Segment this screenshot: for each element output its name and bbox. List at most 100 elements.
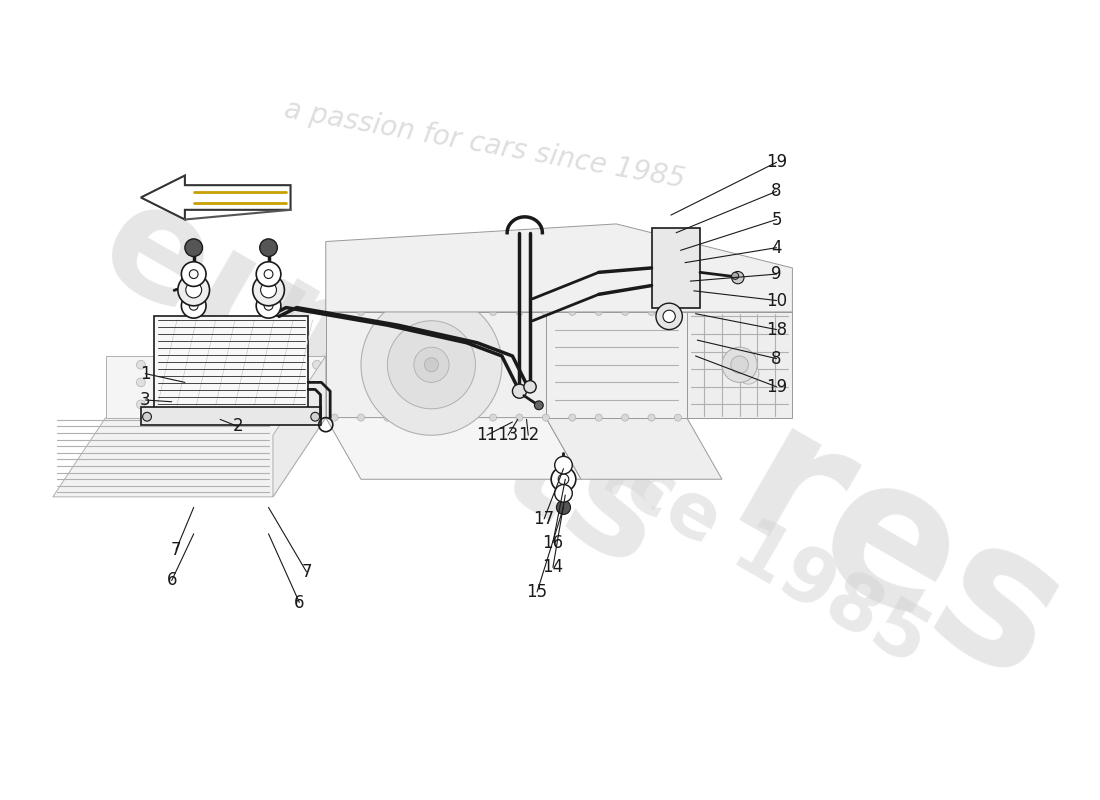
Circle shape: [410, 414, 417, 421]
Text: a passion for cars since 1985: a passion for cars since 1985: [282, 95, 686, 194]
Text: 12: 12: [518, 426, 539, 444]
Circle shape: [384, 309, 390, 315]
Circle shape: [535, 401, 543, 410]
Circle shape: [182, 262, 206, 286]
Text: 15: 15: [527, 583, 548, 601]
Polygon shape: [141, 175, 290, 219]
Polygon shape: [53, 418, 326, 497]
Circle shape: [516, 414, 522, 421]
Circle shape: [256, 262, 280, 286]
Polygon shape: [273, 356, 326, 497]
Circle shape: [569, 309, 575, 315]
Circle shape: [242, 360, 251, 369]
Circle shape: [264, 302, 273, 310]
Polygon shape: [326, 418, 581, 479]
Circle shape: [172, 378, 180, 386]
Polygon shape: [141, 407, 321, 425]
Circle shape: [722, 347, 757, 382]
Circle shape: [463, 414, 470, 421]
Polygon shape: [651, 228, 700, 307]
Circle shape: [207, 360, 216, 369]
Circle shape: [186, 282, 201, 298]
Circle shape: [277, 400, 286, 409]
Circle shape: [136, 378, 145, 386]
Circle shape: [361, 294, 502, 435]
Text: 5: 5: [771, 210, 782, 229]
Circle shape: [663, 310, 675, 322]
Circle shape: [554, 485, 572, 502]
Circle shape: [414, 347, 449, 382]
Circle shape: [387, 321, 475, 409]
Text: 17: 17: [534, 510, 554, 528]
Circle shape: [358, 309, 364, 315]
Text: 9: 9: [771, 265, 782, 283]
Circle shape: [331, 414, 338, 421]
Circle shape: [172, 360, 180, 369]
Text: 13: 13: [497, 426, 518, 444]
Circle shape: [524, 381, 536, 393]
Circle shape: [425, 358, 439, 372]
Circle shape: [242, 378, 251, 386]
Text: 2: 2: [232, 418, 243, 435]
Circle shape: [732, 271, 744, 284]
Circle shape: [312, 400, 321, 409]
Circle shape: [595, 414, 602, 421]
Circle shape: [738, 363, 759, 384]
Circle shape: [569, 414, 575, 421]
Circle shape: [277, 360, 286, 369]
Circle shape: [437, 309, 443, 315]
Circle shape: [621, 309, 628, 315]
Circle shape: [261, 282, 276, 298]
Circle shape: [207, 400, 216, 409]
Circle shape: [242, 400, 251, 409]
Circle shape: [730, 356, 748, 374]
Polygon shape: [326, 312, 546, 418]
Circle shape: [172, 400, 180, 409]
Circle shape: [253, 274, 285, 306]
Circle shape: [256, 294, 280, 318]
Circle shape: [558, 474, 569, 485]
Circle shape: [744, 368, 754, 379]
Circle shape: [490, 414, 496, 421]
Circle shape: [557, 500, 571, 514]
Circle shape: [136, 360, 145, 369]
Circle shape: [260, 239, 277, 257]
Text: 18: 18: [766, 321, 788, 338]
Polygon shape: [686, 312, 792, 418]
Circle shape: [542, 414, 549, 421]
Polygon shape: [106, 356, 326, 418]
Circle shape: [621, 414, 628, 421]
Circle shape: [554, 456, 572, 474]
Circle shape: [542, 309, 549, 315]
Circle shape: [331, 309, 338, 315]
Circle shape: [384, 414, 390, 421]
Polygon shape: [154, 316, 308, 409]
Circle shape: [207, 378, 216, 386]
Text: 6: 6: [294, 594, 305, 611]
Circle shape: [674, 414, 682, 421]
Text: 7: 7: [301, 562, 311, 581]
Text: 14: 14: [542, 558, 563, 576]
Text: res: res: [702, 391, 1093, 726]
Text: since 1985: since 1985: [504, 385, 940, 680]
Text: 8: 8: [771, 350, 782, 368]
Circle shape: [277, 378, 286, 386]
Circle shape: [648, 309, 656, 315]
Circle shape: [182, 294, 206, 318]
Text: 19: 19: [766, 378, 788, 396]
Circle shape: [189, 302, 198, 310]
Circle shape: [516, 309, 522, 315]
Circle shape: [312, 360, 321, 369]
Circle shape: [312, 378, 321, 386]
Circle shape: [136, 400, 145, 409]
Text: 16: 16: [542, 534, 563, 552]
Circle shape: [437, 414, 443, 421]
Circle shape: [595, 309, 602, 315]
Text: 11: 11: [476, 426, 497, 444]
Text: 19: 19: [766, 154, 788, 171]
Text: 10: 10: [766, 291, 788, 310]
Text: 7: 7: [170, 541, 182, 558]
Polygon shape: [326, 224, 792, 312]
Circle shape: [656, 303, 682, 330]
Circle shape: [648, 414, 656, 421]
